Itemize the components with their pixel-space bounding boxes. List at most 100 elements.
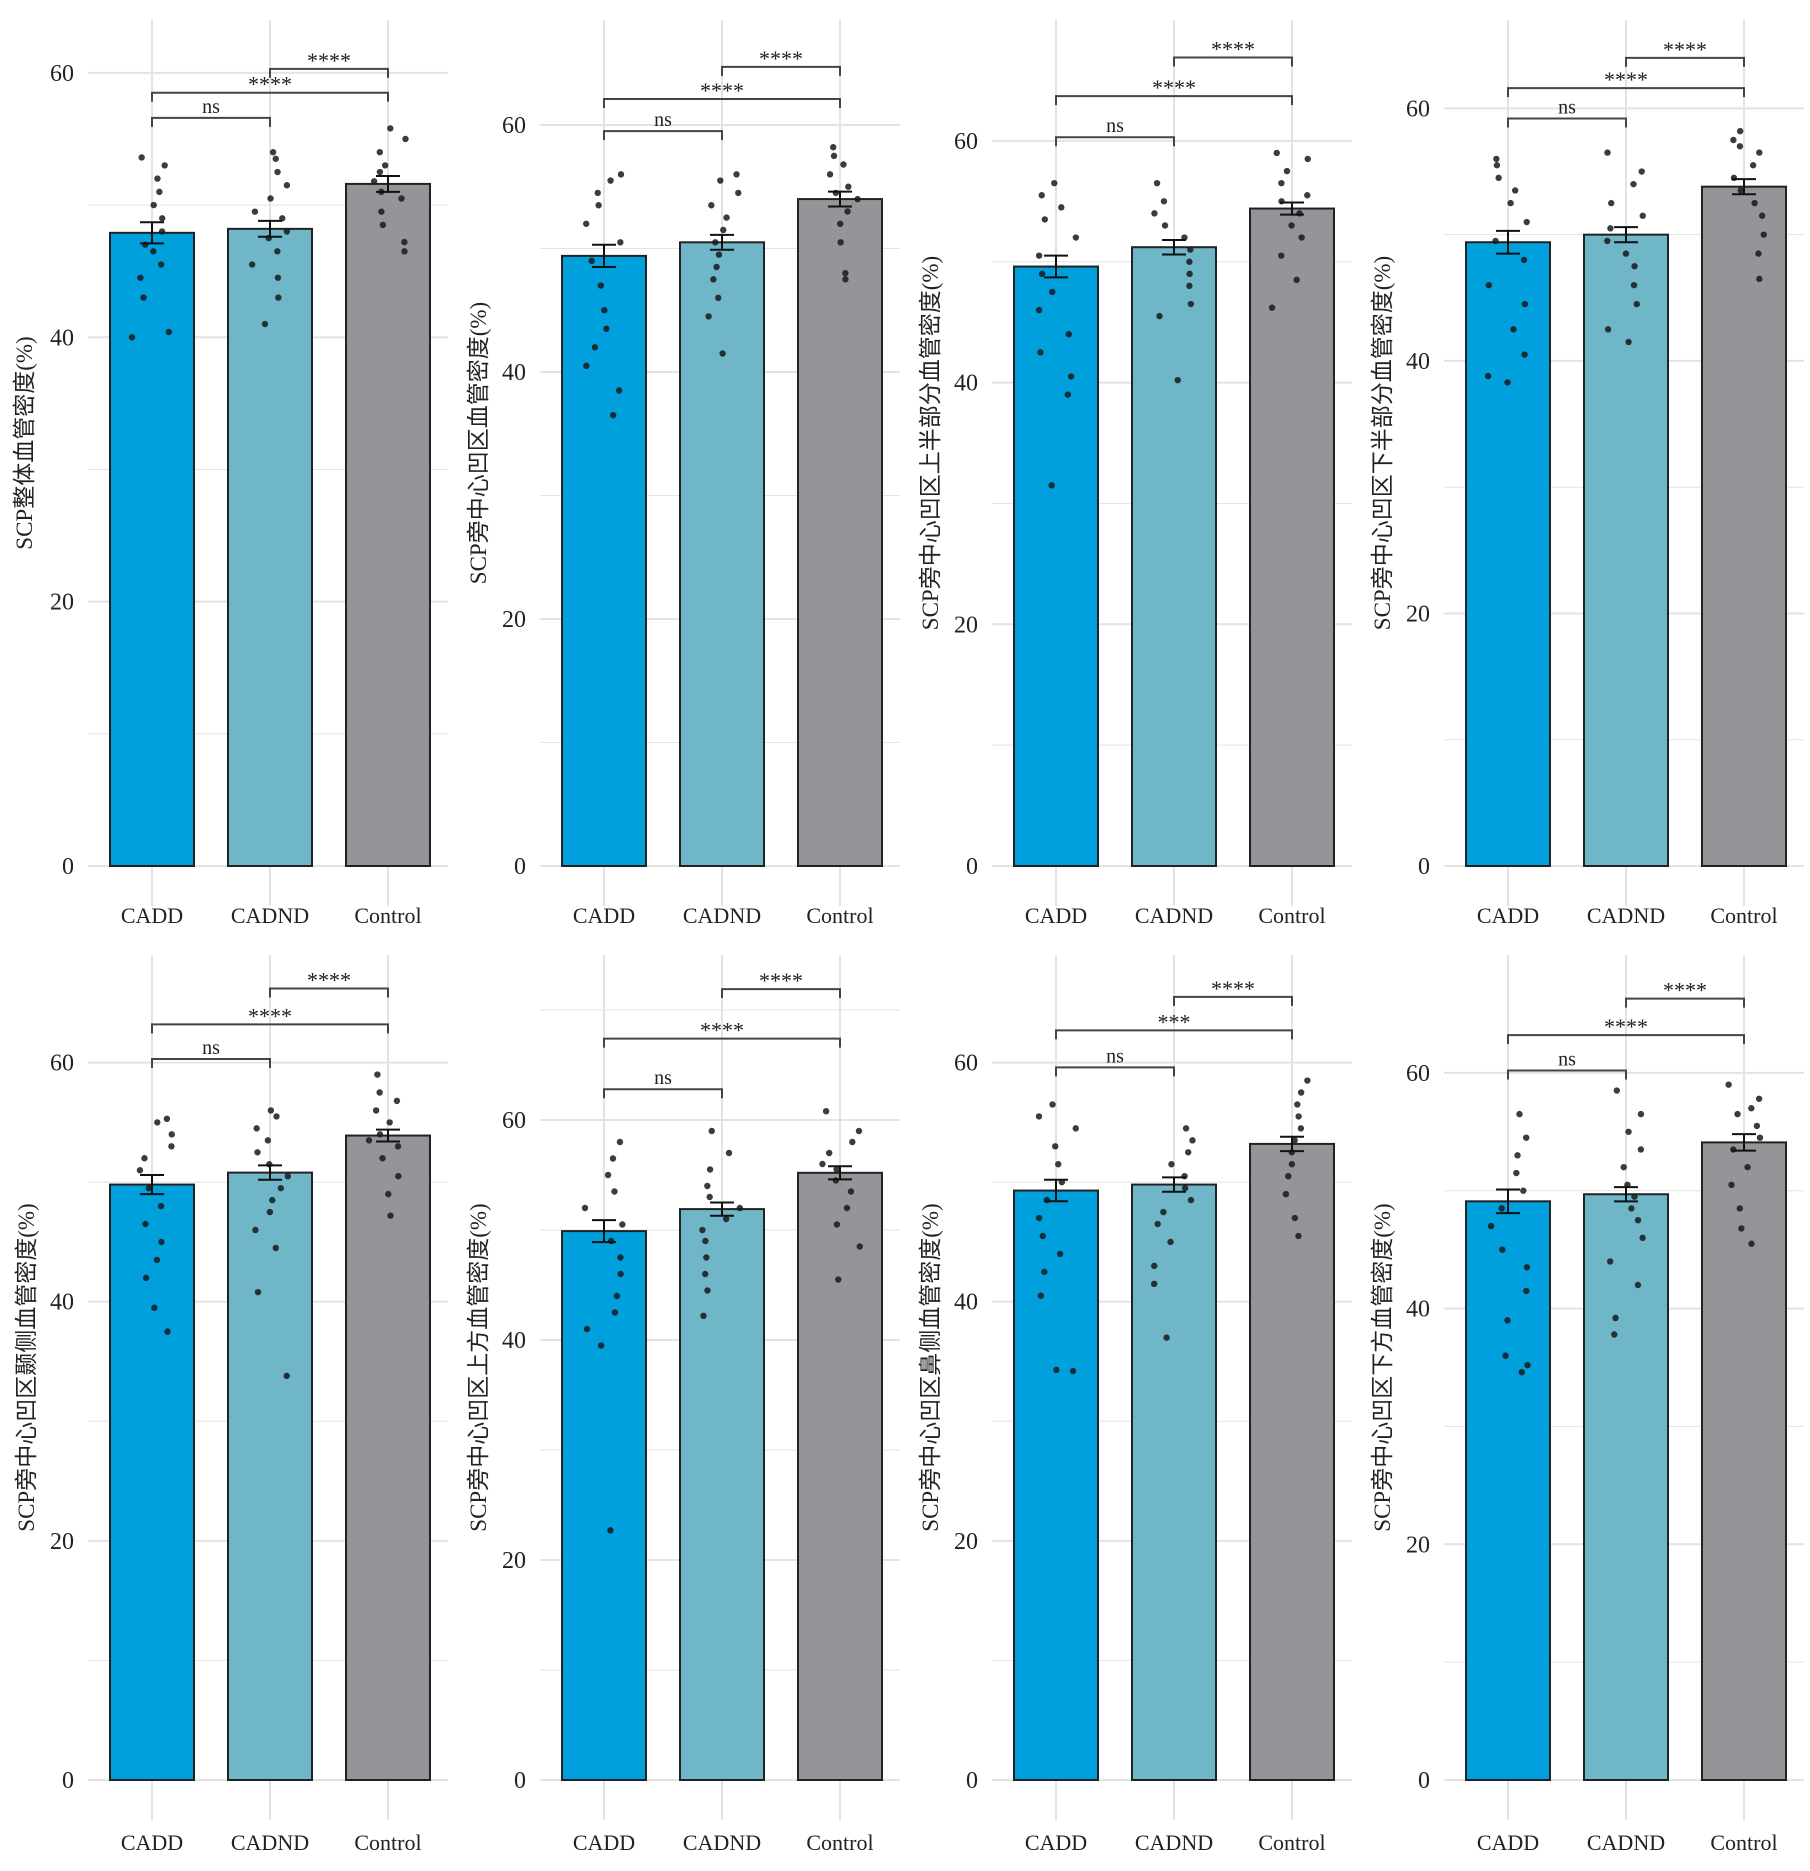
data-point bbox=[1038, 192, 1045, 199]
data-point bbox=[609, 1155, 617, 1162]
x-tick-label: CADD bbox=[573, 1830, 635, 1855]
y-tick-label: 60 bbox=[50, 61, 74, 87]
x-tick-label: Control bbox=[1710, 1830, 1777, 1855]
data-point bbox=[1756, 149, 1763, 156]
error-bar bbox=[376, 174, 400, 193]
chart-svg: 0 20 40 60 SCP旁中心凹区下方血管密度(%) CADD CADND Control… bbox=[1370, 955, 1804, 1855]
significance-label: **** bbox=[1211, 976, 1255, 1001]
y-tick-label: 60 bbox=[954, 1051, 978, 1077]
data-point bbox=[1151, 1262, 1158, 1270]
data-point bbox=[826, 1149, 833, 1157]
y-tick-label: 60 bbox=[954, 129, 978, 155]
y-tick-label: 40 bbox=[502, 360, 526, 386]
data-point bbox=[1163, 1334, 1170, 1341]
data-point bbox=[1612, 1314, 1619, 1322]
data-point bbox=[254, 1149, 261, 1156]
data-point bbox=[1625, 1128, 1632, 1135]
data-point bbox=[153, 1256, 161, 1264]
data-point bbox=[601, 307, 608, 314]
data-point bbox=[1049, 288, 1056, 296]
data-point bbox=[158, 1238, 165, 1246]
x-tick-label: CADND bbox=[231, 903, 309, 928]
data-point bbox=[1051, 179, 1058, 187]
x-tick-label: CADD bbox=[1025, 903, 1087, 928]
data-point bbox=[254, 1288, 262, 1296]
data-point bbox=[283, 228, 291, 235]
data-point bbox=[1734, 1110, 1741, 1118]
data-point bbox=[699, 1226, 706, 1234]
y-axis-title: SCP旁中心凹区上方血管密度(%) bbox=[466, 1203, 491, 1531]
bar-cadnd bbox=[1131, 1183, 1217, 1781]
data-point bbox=[401, 248, 408, 255]
data-point bbox=[136, 1167, 144, 1174]
x-tick-label: CADND bbox=[683, 903, 761, 928]
data-point bbox=[275, 294, 282, 301]
data-point bbox=[138, 154, 145, 161]
error-bar bbox=[1044, 254, 1068, 279]
significance-label: ns bbox=[1558, 96, 1576, 118]
data-point bbox=[402, 135, 409, 143]
data-point bbox=[1041, 216, 1049, 223]
data-point bbox=[1064, 391, 1071, 398]
error-bar bbox=[140, 1174, 164, 1196]
y-tick-label: 40 bbox=[1406, 1297, 1430, 1323]
significance-label: ns bbox=[1558, 1049, 1576, 1071]
bar-cadd bbox=[109, 231, 195, 867]
chart-panel: 0 20 40 60 SCP旁中心凹区鼻侧血管密度(%) CADD CADND Control… bbox=[904, 935, 1356, 1870]
data-point bbox=[1736, 127, 1744, 135]
x-tick-label: Control bbox=[354, 903, 421, 928]
significance-bracket bbox=[269, 987, 389, 998]
y-tick-label: 60 bbox=[1406, 1061, 1430, 1087]
data-point bbox=[1604, 326, 1612, 333]
significance-bracket bbox=[1055, 136, 1175, 147]
y-axis-title: SCP整体血管密度(%) bbox=[12, 336, 37, 549]
data-point bbox=[277, 1184, 285, 1192]
data-point bbox=[159, 215, 166, 222]
data-point bbox=[1493, 155, 1500, 163]
data-point bbox=[1493, 162, 1501, 169]
bar-cadd bbox=[109, 1183, 195, 1781]
data-point bbox=[1048, 482, 1055, 489]
data-point bbox=[1728, 1181, 1735, 1189]
data-point bbox=[708, 1127, 715, 1135]
significance-bracket bbox=[151, 91, 389, 102]
bar-cadnd bbox=[1583, 233, 1669, 867]
data-point bbox=[616, 1138, 624, 1146]
data-point bbox=[1189, 1137, 1196, 1144]
data-point bbox=[830, 152, 838, 160]
data-point bbox=[1487, 1222, 1495, 1230]
data-point bbox=[273, 1113, 280, 1120]
data-point bbox=[715, 294, 722, 302]
y-tick-label: 20 bbox=[502, 1548, 526, 1574]
data-point bbox=[1072, 234, 1080, 241]
data-point bbox=[844, 208, 851, 215]
significance-bracket bbox=[603, 1037, 841, 1048]
data-point bbox=[723, 1215, 730, 1223]
significance-bracket bbox=[1507, 1034, 1745, 1045]
data-point bbox=[1035, 1113, 1043, 1120]
significance-bracket bbox=[603, 1088, 723, 1099]
data-point bbox=[1288, 222, 1295, 229]
data-point bbox=[1514, 1152, 1521, 1159]
data-point bbox=[702, 1237, 709, 1245]
data-point bbox=[1156, 312, 1163, 320]
data-point bbox=[1755, 1095, 1763, 1102]
error-bar bbox=[1162, 1176, 1186, 1193]
bar-control bbox=[797, 198, 883, 867]
bar-cadnd bbox=[679, 1208, 765, 1782]
significance-bracket bbox=[269, 67, 389, 78]
y-tick-label: 60 bbox=[502, 1108, 526, 1134]
error-bar bbox=[1732, 178, 1756, 196]
x-tick-label: CADD bbox=[121, 903, 183, 928]
y-tick-label: 40 bbox=[50, 1290, 74, 1316]
data-point bbox=[1187, 246, 1194, 253]
data-point bbox=[604, 1171, 612, 1179]
data-point bbox=[283, 182, 291, 189]
significance-bracket bbox=[721, 65, 841, 76]
y-tick-label: 40 bbox=[954, 371, 978, 397]
data-point bbox=[591, 344, 599, 351]
data-point bbox=[1504, 1317, 1511, 1324]
significance-label: **** bbox=[700, 78, 744, 103]
chart-svg: 0 20 40 60 SCP旁中心凹区血管密度(%) CADD CADND Control ns… bbox=[466, 20, 900, 928]
bar-cadnd bbox=[1583, 1193, 1669, 1781]
